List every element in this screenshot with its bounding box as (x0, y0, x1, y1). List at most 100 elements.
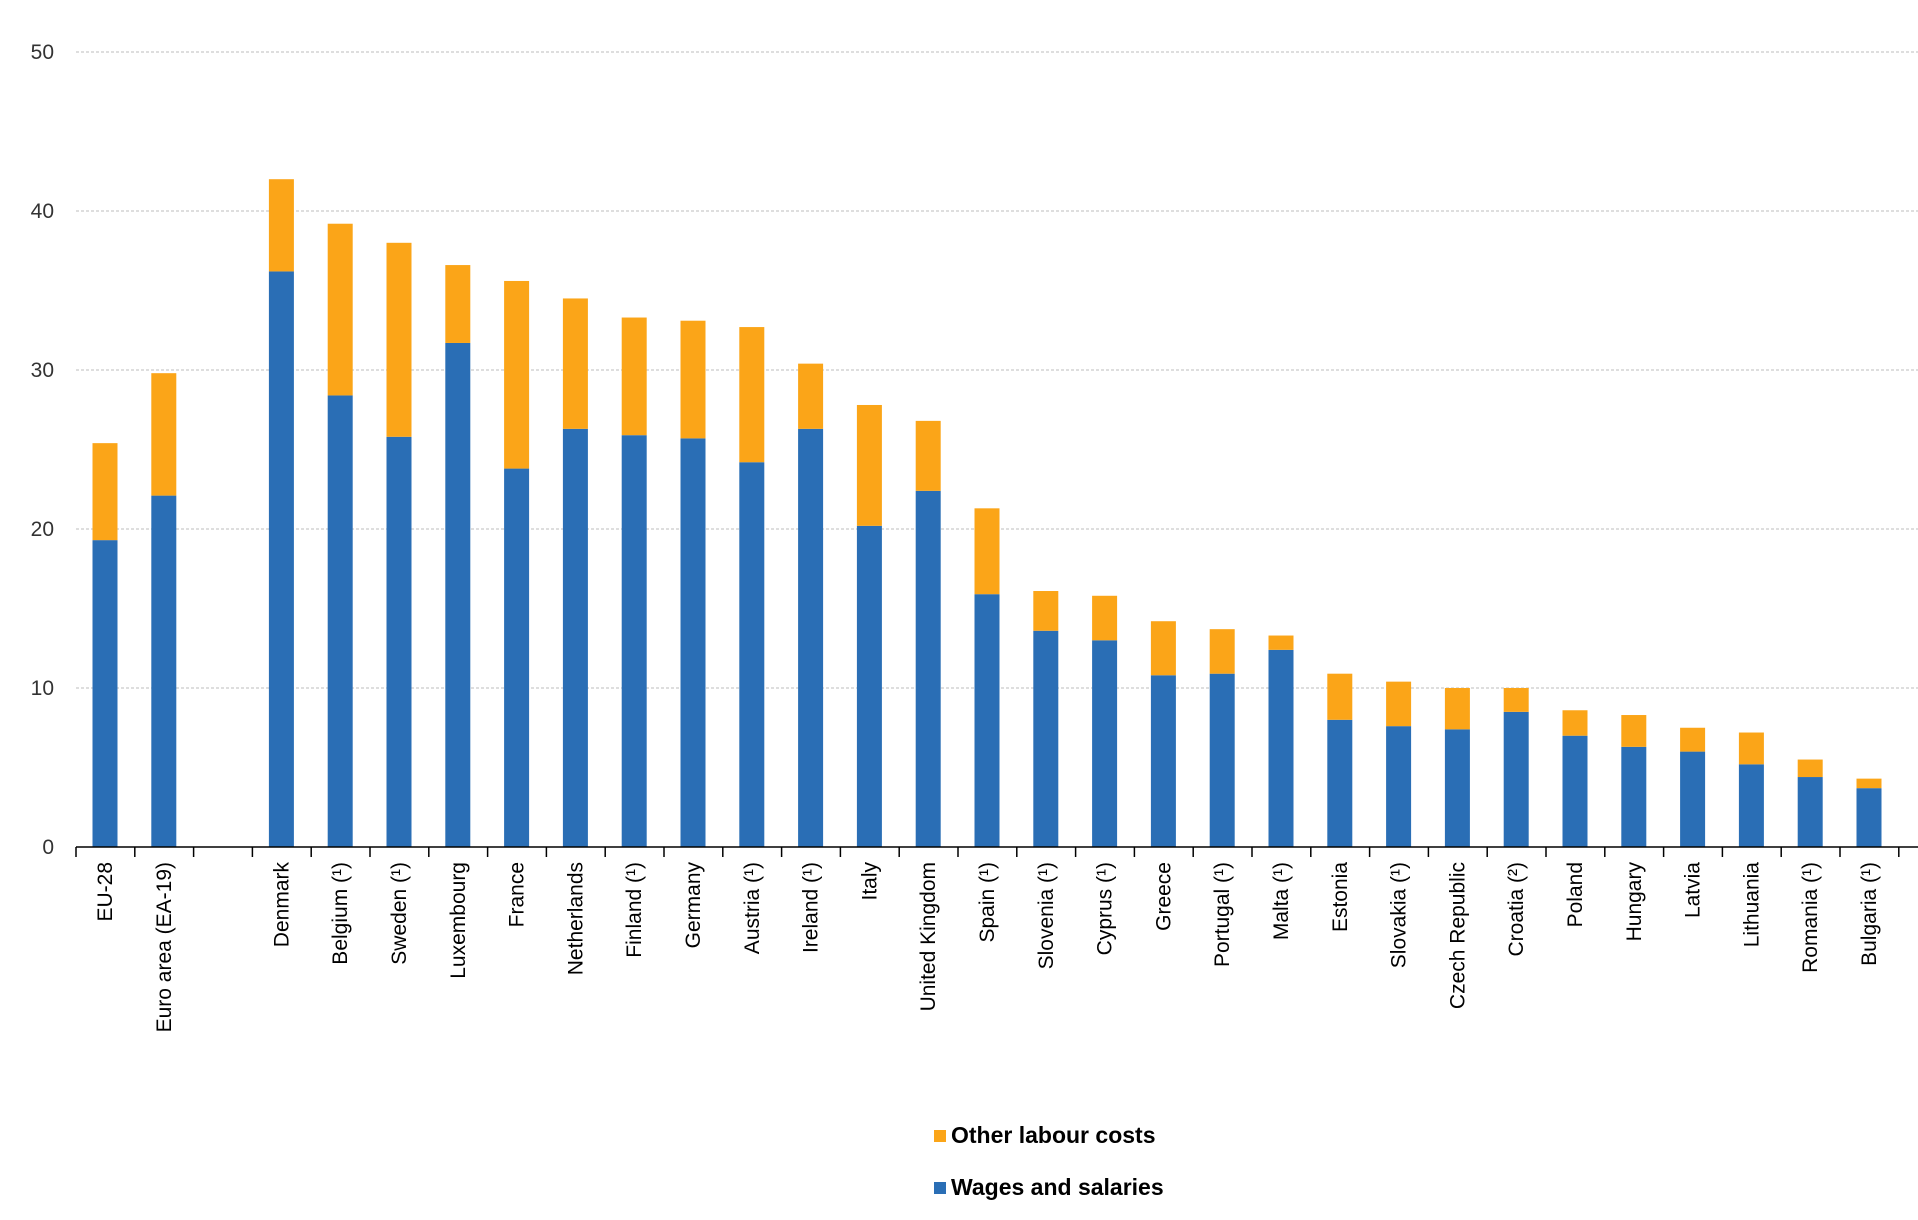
bar-wages (1621, 746, 1647, 847)
bar-wages (798, 428, 824, 847)
bar-wages (445, 342, 471, 847)
bar-other (1562, 710, 1588, 736)
bar-other (268, 179, 294, 272)
x-category-label: EU-28 (94, 862, 117, 922)
legend-label: Wages and salaries (951, 1174, 1164, 1200)
x-category-label: Romania (¹) (1799, 862, 1822, 973)
bar-other (1738, 732, 1764, 765)
bar-other (1386, 681, 1412, 727)
bar-other (680, 320, 706, 439)
x-category-label: Belgium (¹) (329, 862, 352, 965)
bar-other (1092, 595, 1118, 641)
bar-wages (1680, 751, 1706, 847)
bar-other (1444, 688, 1470, 730)
bar-wages (1738, 764, 1764, 847)
bar-other (739, 327, 765, 463)
x-category-label: Euro area (EA-19) (153, 862, 176, 1032)
bar-wages (680, 438, 706, 847)
x-category-label: Sweden (¹) (388, 862, 411, 965)
x-category-label: Latvia (1682, 862, 1705, 918)
bar-other (445, 265, 471, 343)
bar-other (92, 443, 118, 541)
bar-other (1797, 759, 1823, 778)
x-category-label: Portugal (¹) (1211, 862, 1234, 967)
y-tick-label: 0 (42, 836, 54, 859)
bar-wages (974, 594, 1000, 847)
bar-wages (915, 490, 941, 847)
x-axis (75, 846, 1918, 857)
x-category-label: Italy (858, 862, 881, 901)
bar-other (1033, 591, 1059, 631)
bar-other (1503, 688, 1529, 712)
x-category-label: Finland (¹) (623, 862, 646, 958)
bar-other (1621, 715, 1647, 747)
gridlines (76, 51, 1918, 689)
bar-wages (1562, 735, 1588, 847)
bar-wages (92, 540, 118, 847)
x-category-label: Slovenia (¹) (1035, 862, 1058, 969)
bar-wages (1386, 726, 1412, 847)
bar-wages (386, 436, 412, 847)
bar-wages (856, 525, 882, 847)
x-category-label: Greece (1152, 862, 1175, 931)
bar-wages (739, 462, 765, 847)
bars (92, 179, 1882, 847)
x-category-label: Lithuania (1740, 862, 1763, 948)
bar-wages (1033, 630, 1059, 847)
x-category-label: Poland (1564, 862, 1587, 927)
bar-wages (1444, 729, 1470, 847)
bar-wages (151, 495, 177, 847)
bar-other (327, 223, 353, 396)
y-tick-label: 40 (31, 200, 54, 223)
x-category-label: Malta (¹) (1270, 862, 1293, 940)
x-category-label: Ireland (¹) (800, 862, 823, 953)
bar-other (562, 298, 588, 429)
bar-wages (621, 435, 647, 847)
x-category-label: Hungary (1623, 862, 1646, 942)
x-category-label: Austria (¹) (741, 862, 764, 954)
x-category-label: United Kingdom (917, 862, 940, 1011)
x-axis-category-labels: EU-28 Euro area (EA-19) Denmark Belgium (¹)… (94, 862, 1881, 1033)
legend-swatch (934, 1182, 946, 1194)
bar-wages (268, 271, 294, 847)
bar-wages (327, 395, 353, 847)
y-axis-ticks: 0 10 20 30 40 50 (31, 41, 54, 859)
bar-other (1856, 778, 1882, 789)
bar-other (151, 373, 177, 496)
bar-wages (1327, 719, 1353, 847)
x-category-label: Croatia (²) (1505, 862, 1528, 957)
bar-other (1268, 635, 1294, 650)
bar-wages (1209, 673, 1235, 847)
y-tick-label: 20 (31, 518, 54, 541)
bar-other (798, 363, 824, 429)
x-category-label: Spain (¹) (976, 862, 999, 943)
bar-wages (1856, 788, 1882, 847)
bar-other (1209, 629, 1235, 674)
bar-wages (1268, 649, 1294, 847)
y-tick-label: 50 (31, 41, 54, 64)
bar-wages (1797, 777, 1823, 847)
x-category-label: Estonia (1329, 862, 1352, 932)
y-tick-label: 30 (31, 359, 54, 382)
bar-other (386, 242, 412, 437)
bar-other (856, 404, 882, 526)
bar-other (1680, 727, 1706, 752)
bar-wages (1092, 640, 1118, 847)
legend-label: Other labour costs (951, 1122, 1155, 1148)
bar-other (974, 508, 1000, 595)
x-category-label: Czech Republic (1446, 862, 1469, 1009)
x-category-label: Germany (682, 862, 705, 949)
bar-other (621, 317, 647, 436)
bar-other (504, 280, 530, 469)
bar-wages (562, 428, 588, 847)
bar-wages (1503, 711, 1529, 847)
x-category-label: Luxembourg (447, 862, 470, 979)
x-category-label: Denmark (270, 862, 293, 948)
x-category-label: Netherlands (564, 862, 587, 975)
bar-other (1150, 621, 1176, 676)
x-category-label: Cyprus (¹) (1094, 862, 1117, 955)
x-category-label: France (506, 862, 529, 927)
legend: Other labour costs Wages and salaries (934, 1122, 1164, 1200)
legend-swatch (934, 1130, 946, 1142)
